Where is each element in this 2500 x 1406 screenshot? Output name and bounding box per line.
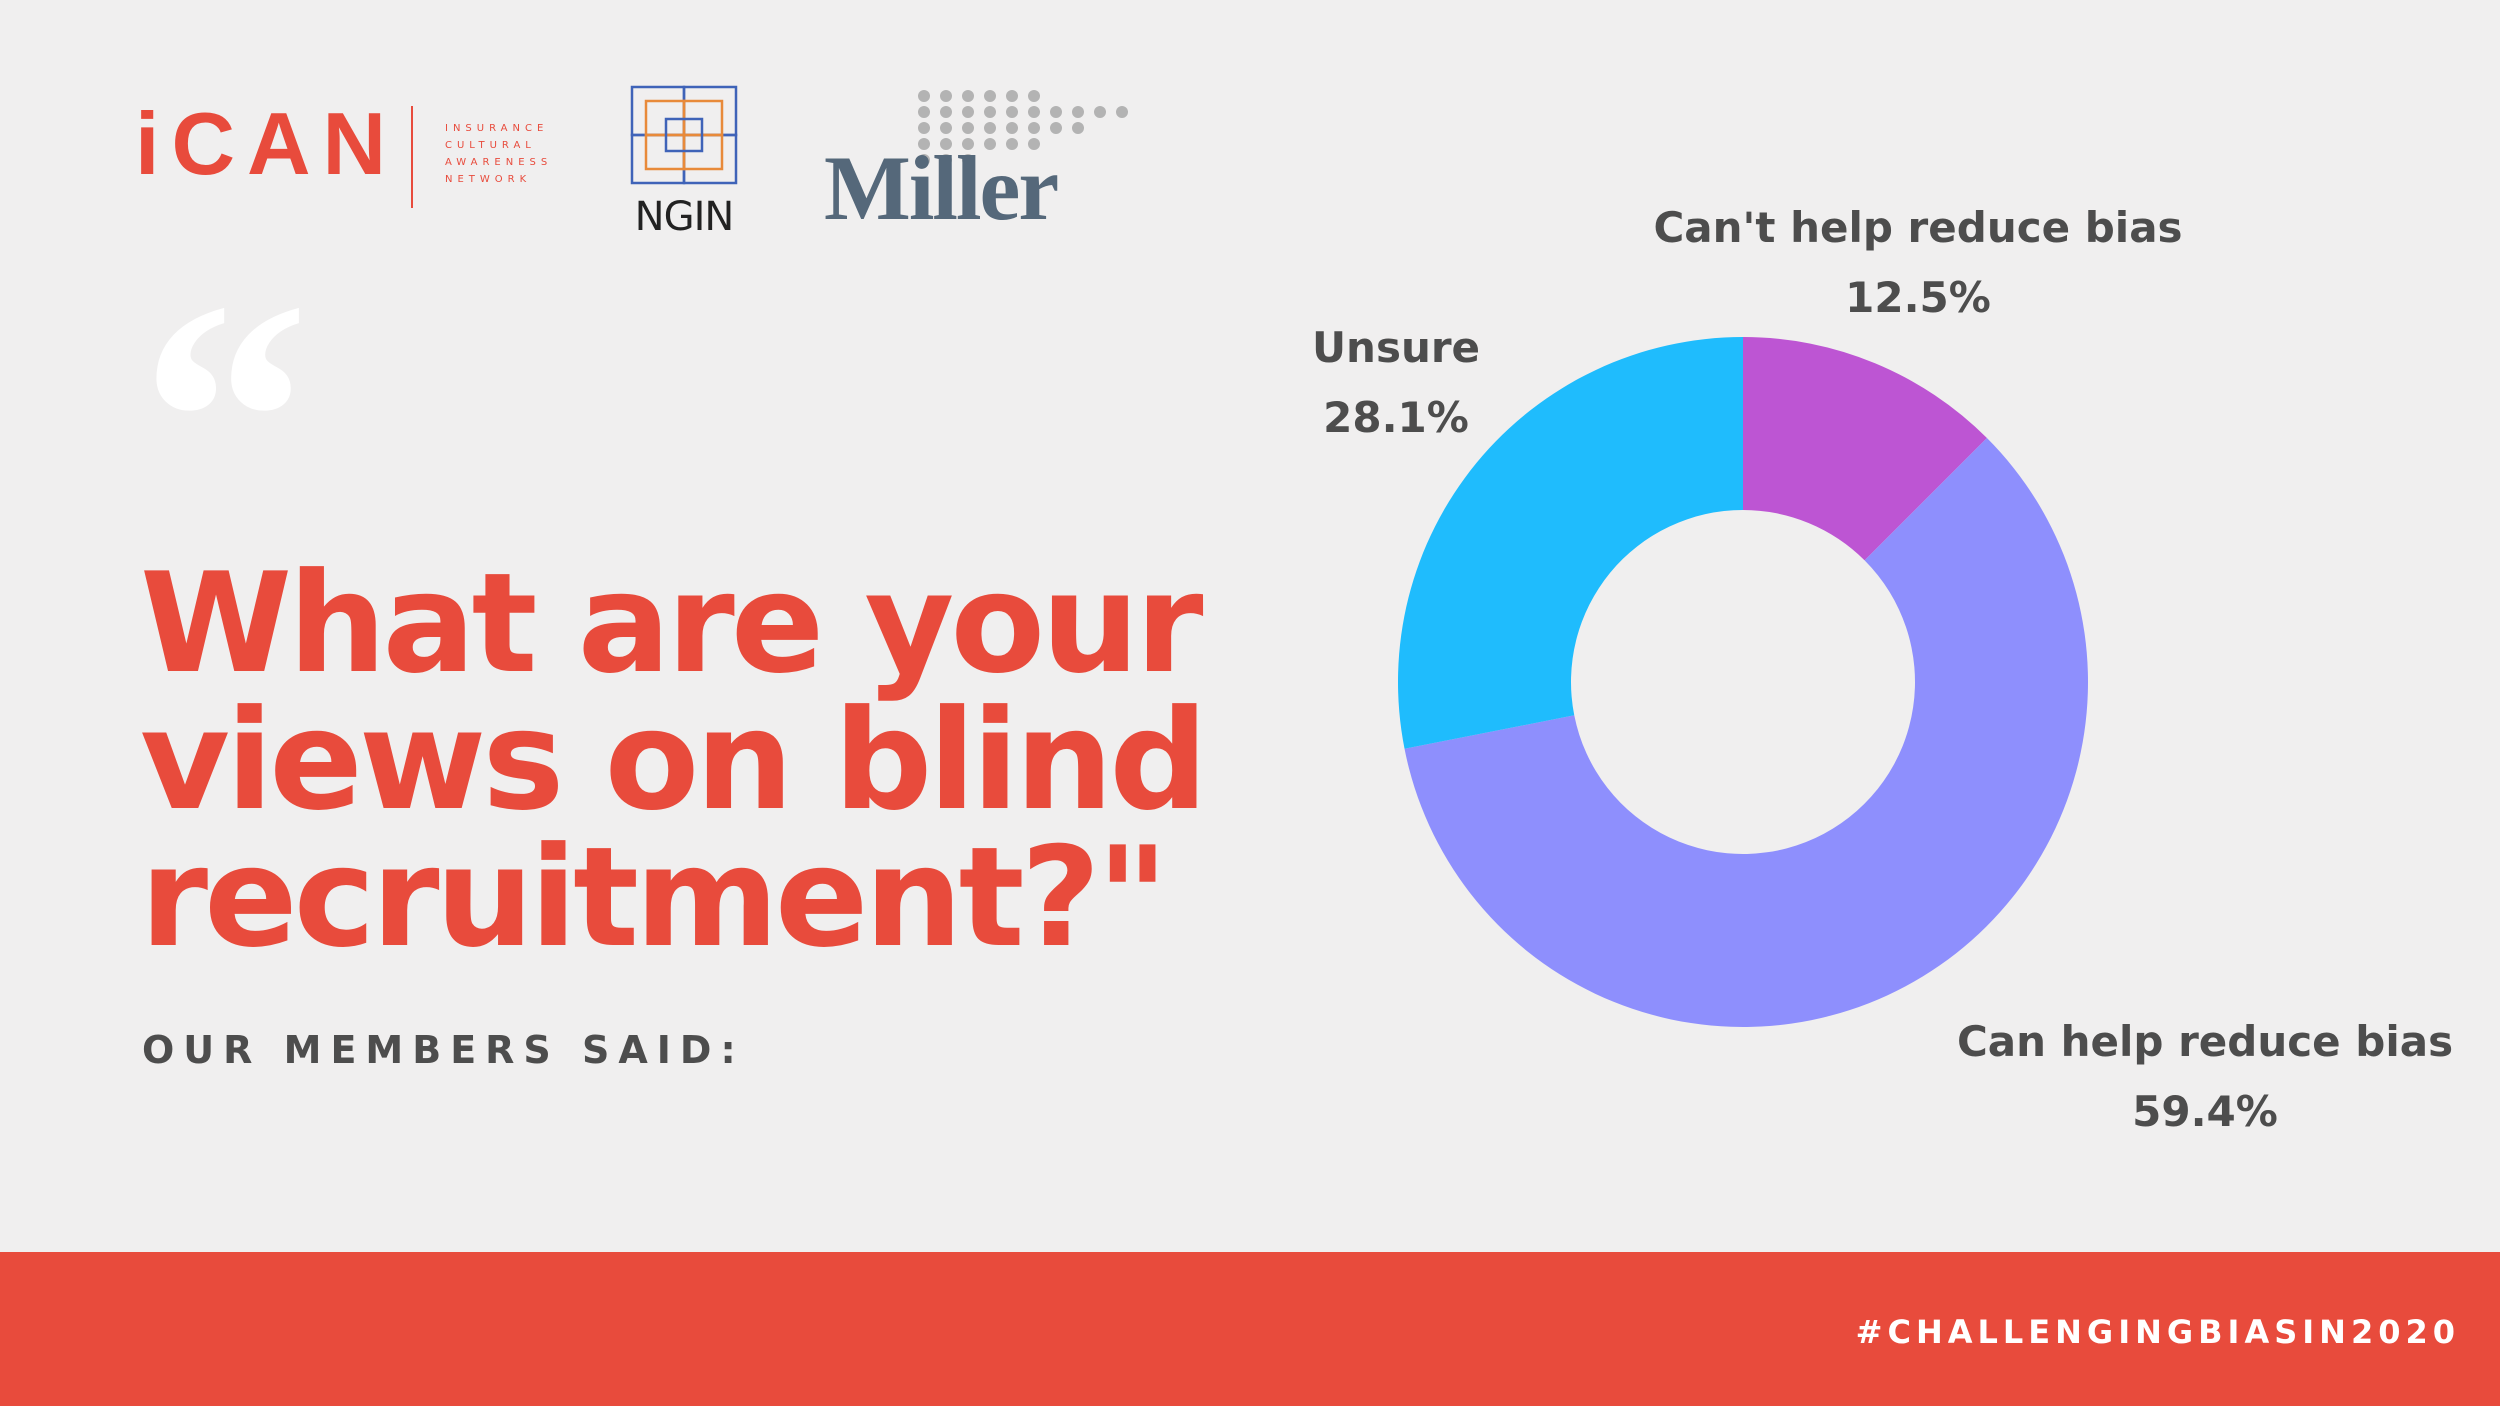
dot-pattern-icon xyxy=(918,90,1128,166)
logo-dot xyxy=(962,138,974,150)
donut-slice xyxy=(1404,438,2088,1027)
ican-subtitle-line: CULTURAL xyxy=(445,140,536,151)
logo-dot xyxy=(984,138,996,150)
donut-chart: Can't help reduce bias 12.5% Can help redu… xyxy=(1250,190,2500,1170)
logo-dot xyxy=(1072,122,1084,134)
logo-dot xyxy=(1028,122,1040,134)
logo-dot xyxy=(1094,106,1106,118)
logo-dot xyxy=(940,122,952,134)
ican-subtitle-line: INSURANCE xyxy=(445,123,549,134)
logo-dot xyxy=(1072,106,1084,118)
logo-dot xyxy=(1028,106,1040,118)
slice-category-label: Can't help reduce bias xyxy=(1653,203,2182,252)
ngin-logo: NGIN xyxy=(628,85,740,237)
logo-dot xyxy=(962,122,974,134)
hashtag: #CHALLENGINGBIASIN2020 xyxy=(1855,1313,2460,1351)
quote-mark-icon: “ xyxy=(140,231,310,608)
ican-subtitle-line: NETWORK xyxy=(445,174,532,185)
logo-dot xyxy=(962,154,974,166)
ngin-wordmark: NGIN xyxy=(634,194,735,240)
logo-dot xyxy=(940,90,952,102)
slice-category-label: Unsure xyxy=(1312,323,1480,372)
ngin-emblem-icon xyxy=(630,85,738,185)
ican-wordmark: iCAN xyxy=(135,94,399,193)
slice-category-label: Can help reduce bias xyxy=(1957,1017,2453,1066)
logo-dot xyxy=(984,90,996,102)
logo-dot xyxy=(1006,90,1018,102)
logo-dot xyxy=(962,106,974,118)
logo-dot xyxy=(918,106,930,118)
logo-dot xyxy=(1006,122,1018,134)
donut-slice xyxy=(1398,337,1743,749)
ican-subtitle-line: AWARENESS xyxy=(445,157,553,168)
logo-dot xyxy=(940,106,952,118)
donut-slice xyxy=(1743,337,1987,561)
logo-dot xyxy=(984,106,996,118)
logo-dot xyxy=(1116,106,1128,118)
miller-wordmark: Miller xyxy=(824,137,1059,239)
logo-dot xyxy=(1050,106,1062,118)
ican-divider xyxy=(411,106,413,208)
ican-subtitle: INSURANCE CULTURAL AWARENESS NETWORK xyxy=(445,120,552,188)
logo-dot xyxy=(1028,90,1040,102)
slice-value-label: 12.5% xyxy=(1845,273,1991,322)
logo-dot xyxy=(918,138,930,150)
logo-dot xyxy=(984,122,996,134)
logo-dot xyxy=(918,154,930,166)
question-headline: What are your views on blind recruitment… xyxy=(140,543,1208,978)
logo-strip: iCAN INSURANCE CULTURAL AWARENESS NETWOR… xyxy=(0,0,1200,250)
logo-dot xyxy=(918,122,930,134)
miller-logo: Miller xyxy=(820,80,1160,240)
slice-value-label: 59.4% xyxy=(2132,1087,2278,1136)
logo-dot xyxy=(918,90,930,102)
slice-value-label: 28.1% xyxy=(1323,393,1469,442)
logo-dot xyxy=(1028,138,1040,150)
logo-dot xyxy=(1050,122,1062,134)
members-said-label: OUR MEMBERS SAID: xyxy=(142,1028,745,1072)
logo-dot xyxy=(1006,106,1018,118)
donut-chart-svg: Can't help reduce bias 12.5% Can help redu… xyxy=(1312,203,2453,1136)
logo-dot xyxy=(940,154,952,166)
footer-bar: #CHALLENGINGBIASIN2020 xyxy=(0,1252,2500,1406)
logo-dot xyxy=(1006,138,1018,150)
logo-dot xyxy=(940,138,952,150)
logo-dot xyxy=(962,90,974,102)
